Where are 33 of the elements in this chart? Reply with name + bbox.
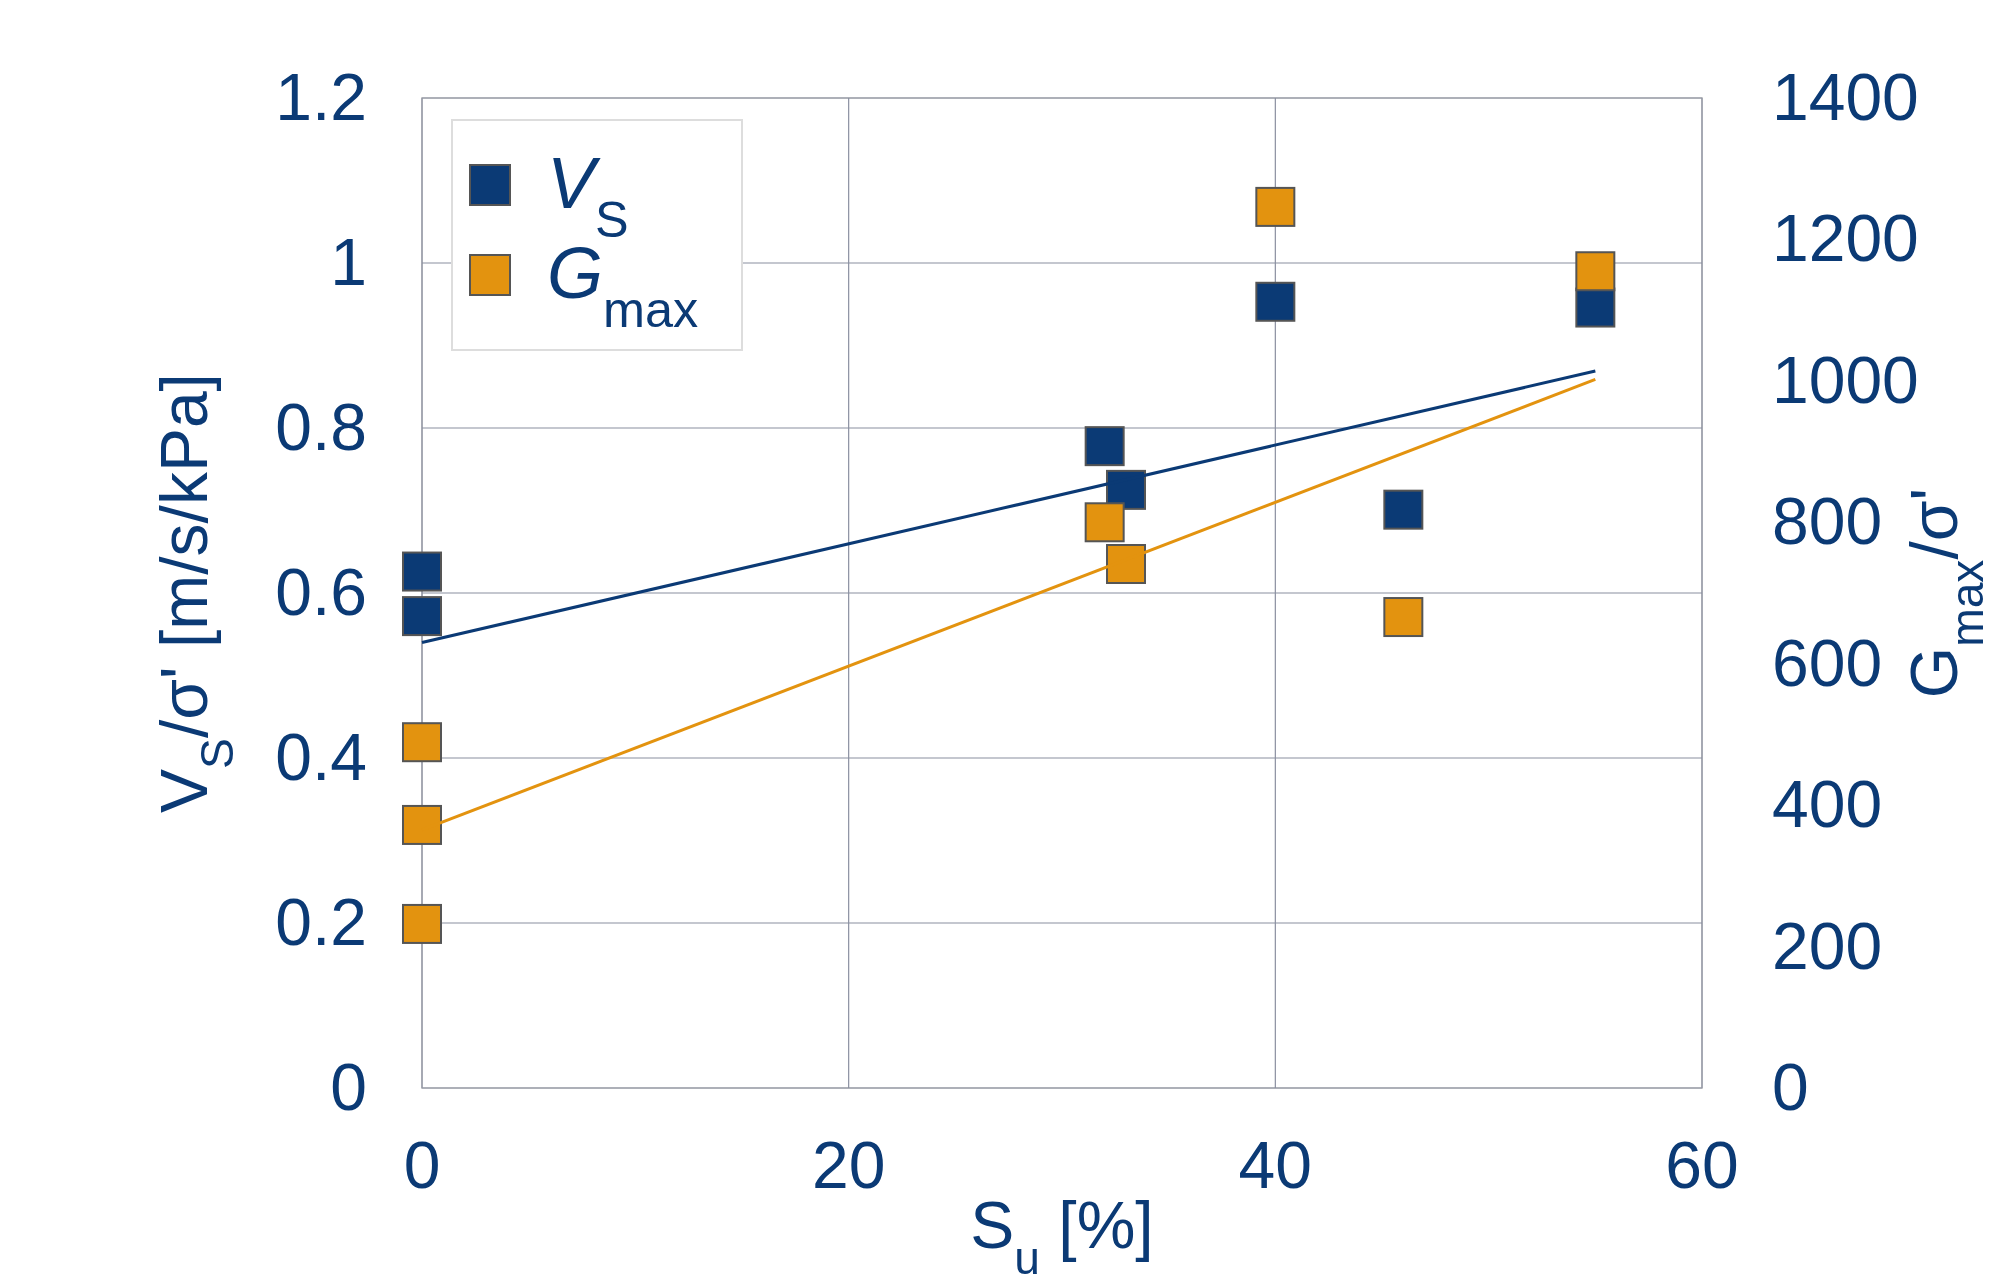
y-tick-label: 0.2 — [275, 885, 367, 959]
y2-tick-label: 200 — [1772, 908, 1883, 983]
point — [402, 551, 442, 592]
point — [1383, 597, 1424, 638]
y-tick-label: 0 — [330, 1050, 367, 1124]
y2-tick-label: 1200 — [1772, 201, 1919, 276]
point — [402, 903, 442, 944]
point — [1106, 544, 1146, 585]
y2-tick-label: 400 — [1772, 767, 1883, 842]
y-tick-label: 1 — [330, 225, 367, 299]
point — [402, 596, 442, 637]
y2-tick-label: 1000 — [1772, 342, 1919, 417]
y-tick-label: 0.4 — [275, 720, 367, 794]
x-tick-label: 0 — [403, 1128, 441, 1202]
x-tick-label: 60 — [1665, 1128, 1739, 1202]
point — [1255, 281, 1296, 322]
y-tick-label: 1.2 — [275, 60, 367, 134]
y-tick-label: 0.8 — [275, 390, 367, 464]
point — [1575, 251, 1616, 292]
point — [1084, 426, 1125, 467]
y2-tick-label: 600 — [1772, 625, 1883, 700]
x-tick-label: 20 — [811, 1128, 886, 1202]
y2-tick-label: 0 — [1772, 1050, 1809, 1124]
y2-tick-label: 800 — [1772, 484, 1883, 559]
point — [1084, 502, 1125, 543]
x-tick-label: 40 — [1238, 1128, 1313, 1202]
y2-tick-label: 1400 — [1772, 60, 1919, 134]
point — [1383, 489, 1424, 530]
y-tick-label: 0.6 — [275, 555, 367, 629]
x-axis-title: S$_{u}$ [%] — [970, 1188, 1154, 1284]
point — [402, 722, 442, 763]
point — [402, 804, 442, 845]
point — [1255, 186, 1296, 227]
